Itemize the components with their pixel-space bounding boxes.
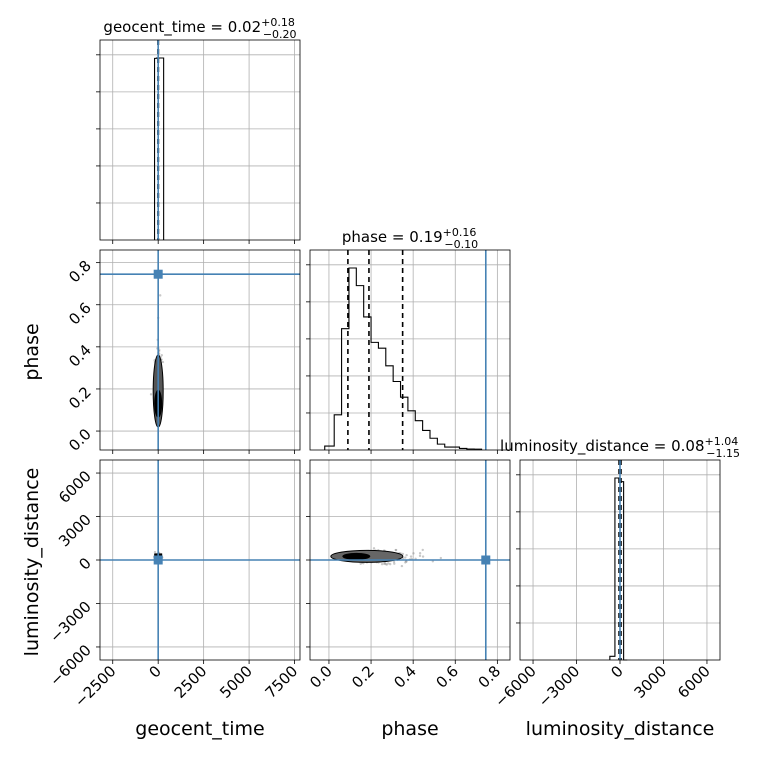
sample-point-phase-vs-luminosity_distance-114 <box>393 562 396 565</box>
sample-point-geocent_time-vs-phase-101 <box>149 393 153 396</box>
sample-point-phase-vs-luminosity_distance-101 <box>412 552 415 555</box>
points-geocent_time-vs-phase <box>149 294 165 428</box>
sample-point-phase-vs-luminosity_distance-22 <box>387 562 390 565</box>
ylabel-phase: phase <box>21 323 43 380</box>
panel-frame-luminosity_distance <box>519 459 721 661</box>
xtick-label-geocent_time-4: 7500 <box>262 662 302 702</box>
ylabel-luminosity-distance: luminosity_distance <box>21 468 43 657</box>
sample-point-phase-vs-luminosity_distance-76 <box>418 554 422 558</box>
ytick-label-luminosity_distance-1: −3000 <box>46 598 95 647</box>
sample-point-phase-vs-luminosity_distance-77 <box>405 553 408 557</box>
sample-point-geocent_time-vs-phase-81 <box>159 294 162 297</box>
density-contour-inner-phase-vs-luminosity_distance <box>342 552 371 560</box>
sample-point-phase-vs-luminosity_distance-108 <box>394 548 398 552</box>
sample-point-phase-vs-luminosity_distance-6 <box>394 548 397 552</box>
panel-frame-geocent_time-vs-phase <box>99 249 301 451</box>
truth-point-geocent_time-vs-luminosity_distance <box>153 555 163 565</box>
ytick-label-phase-1: 0.2 <box>65 383 95 413</box>
ytick-label-phase-3: 0.6 <box>65 299 95 329</box>
data-layer <box>100 40 628 661</box>
xtick-label-geocent_time-1: 0 <box>146 662 165 681</box>
ytick-label-phase-4: 0.8 <box>65 257 95 287</box>
ytick-label-phase-2: 0.4 <box>65 341 95 371</box>
sample-point-phase-vs-luminosity_distance-33 <box>418 552 422 555</box>
xtick-label-luminosity_distance-2: 0 <box>607 662 626 681</box>
sample-point-phase-vs-luminosity_distance-27 <box>400 564 404 568</box>
sample-point-phase-vs-luminosity_distance-137 <box>421 548 424 552</box>
title-luminosity-distance: luminosity_distance = 0.08+1.04 −1.15 <box>500 435 740 460</box>
xlabel-geocent-time: geocent_time <box>135 718 264 740</box>
sample-point-geocent_time-vs-phase-116 <box>161 360 165 364</box>
points-phase-vs-luminosity_distance <box>330 547 443 568</box>
sample-point-phase-vs-luminosity_distance-126 <box>383 562 386 566</box>
sample-point-phase-vs-luminosity_distance-109 <box>380 562 384 566</box>
sample-point-phase-vs-luminosity_distance-4 <box>359 562 362 565</box>
xtick-label-phase-0: 0.0 <box>306 662 336 692</box>
panel-frame-geocent_time <box>99 39 301 241</box>
xtick-label-phase-3: 0.6 <box>432 662 462 692</box>
xlabel-phase: phase <box>381 718 438 740</box>
ytick-label-luminosity_distance-3: 3000 <box>55 511 95 551</box>
sample-point-phase-vs-luminosity_distance-117 <box>401 552 405 556</box>
sample-point-phase-vs-luminosity_distance-75 <box>388 562 392 566</box>
title-phase: phase = 0.19+0.16 −0.10 <box>342 226 478 251</box>
sample-point-phase-vs-luminosity_distance-92 <box>404 556 407 559</box>
xtick-label-luminosity_distance-4: 6000 <box>674 662 714 702</box>
xtick-label-geocent_time-3: 5000 <box>216 662 256 702</box>
histogram-phase <box>324 267 483 450</box>
frame-layer <box>96 39 721 664</box>
sample-point-phase-vs-luminosity_distance-100 <box>409 555 413 558</box>
xlabel-luminosity-distance: luminosity_distance <box>526 718 715 740</box>
sample-point-phase-vs-luminosity_distance-29 <box>439 556 443 560</box>
ytick-label-phase-0: 0.0 <box>65 425 95 455</box>
sample-point-phase-vs-luminosity_distance-47 <box>421 555 425 558</box>
grid-layer <box>100 40 720 660</box>
panel-frame-phase-vs-luminosity_distance <box>309 459 511 661</box>
xtick-label-phase-2: 0.4 <box>390 662 420 692</box>
sample-point-phase-vs-luminosity_distance-96 <box>385 563 388 566</box>
sample-point-phase-vs-luminosity_distance-71 <box>372 547 376 550</box>
sample-point-phase-vs-luminosity_distance-1 <box>383 561 387 564</box>
sample-point-phase-vs-luminosity_distance-123 <box>404 561 407 564</box>
sample-point-geocent_time-vs-phase-28 <box>160 354 164 357</box>
sample-point-phase-vs-luminosity_distance-17 <box>405 560 408 563</box>
xtick-label-phase-1: 0.2 <box>348 662 378 692</box>
truth-point-geocent_time-vs-phase <box>153 269 163 279</box>
xtick-label-geocent_time-2: 2500 <box>171 662 211 702</box>
sample-point-phase-vs-luminosity_distance-87 <box>384 562 387 566</box>
sample-point-geocent_time-vs-luminosity_distance-92 <box>153 550 157 554</box>
ytick-label-luminosity_distance-2: 0 <box>75 554 94 573</box>
text-layer: geocent_time = 0.02+0.18 −0.20 phase = 0.… <box>21 16 740 740</box>
xtick-label-luminosity_distance-1: −3000 <box>535 662 584 711</box>
truth-point-phase-vs-luminosity_distance <box>481 555 491 565</box>
panel-frame-phase <box>309 249 511 451</box>
panel-frame-geocent_time-vs-luminosity_distance <box>99 459 301 661</box>
xtick-label-luminosity_distance-3: 3000 <box>631 662 671 702</box>
ytick-label-luminosity_distance-4: 6000 <box>55 467 95 507</box>
xtick-label-phase-4: 0.8 <box>475 662 505 692</box>
title-geocent-time: geocent_time = 0.02+0.18 −0.20 <box>103 16 296 41</box>
sample-point-phase-vs-luminosity_distance-136 <box>392 560 396 564</box>
